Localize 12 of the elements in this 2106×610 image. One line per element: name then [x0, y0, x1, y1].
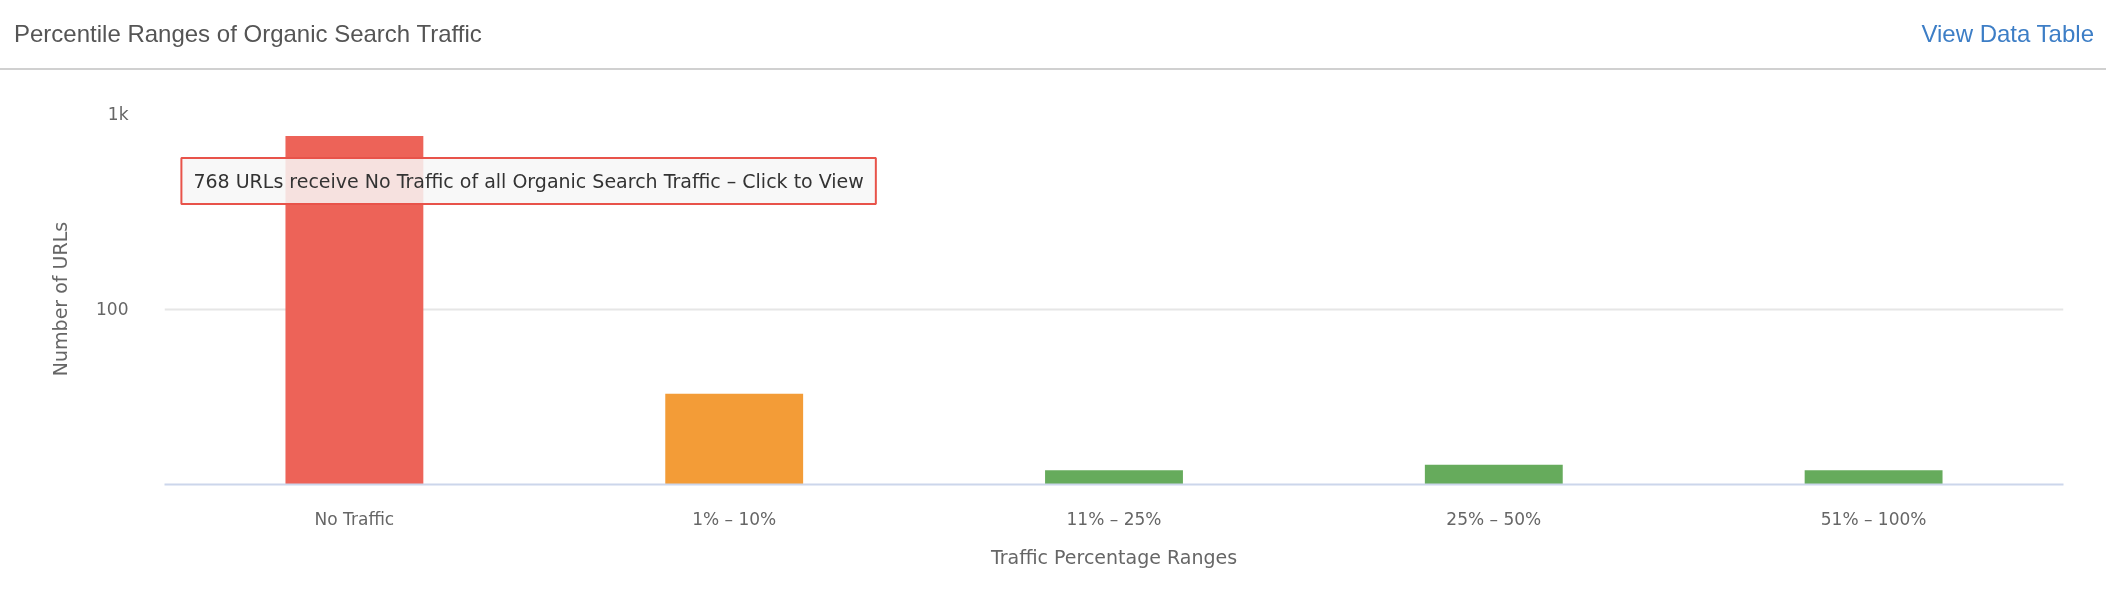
x-tick-label: 51% – 100% [1820, 508, 1927, 529]
x-axis-title: Traffic Percentage Ranges [989, 545, 1238, 568]
annotation: 768 URLs receive No Traffic of all Organic Search Traffic – Click to View [193, 169, 864, 192]
text: View Data Table [1921, 19, 2094, 47]
y-tick-label: 100 [96, 299, 129, 320]
x-tick-label: 1% – 10% [692, 508, 777, 529]
y-axis-title: Number of URLs [49, 221, 72, 377]
chart-title: Percentile Ranges of Organic Search Traffic [14, 18, 482, 49]
x-tick-label: No Traffic [314, 508, 395, 529]
y-tick-label: 1k [107, 103, 129, 124]
x-tick-label: 25% – 50% [1446, 508, 1542, 529]
x-tick-label: 11% – 25% [1066, 508, 1162, 529]
